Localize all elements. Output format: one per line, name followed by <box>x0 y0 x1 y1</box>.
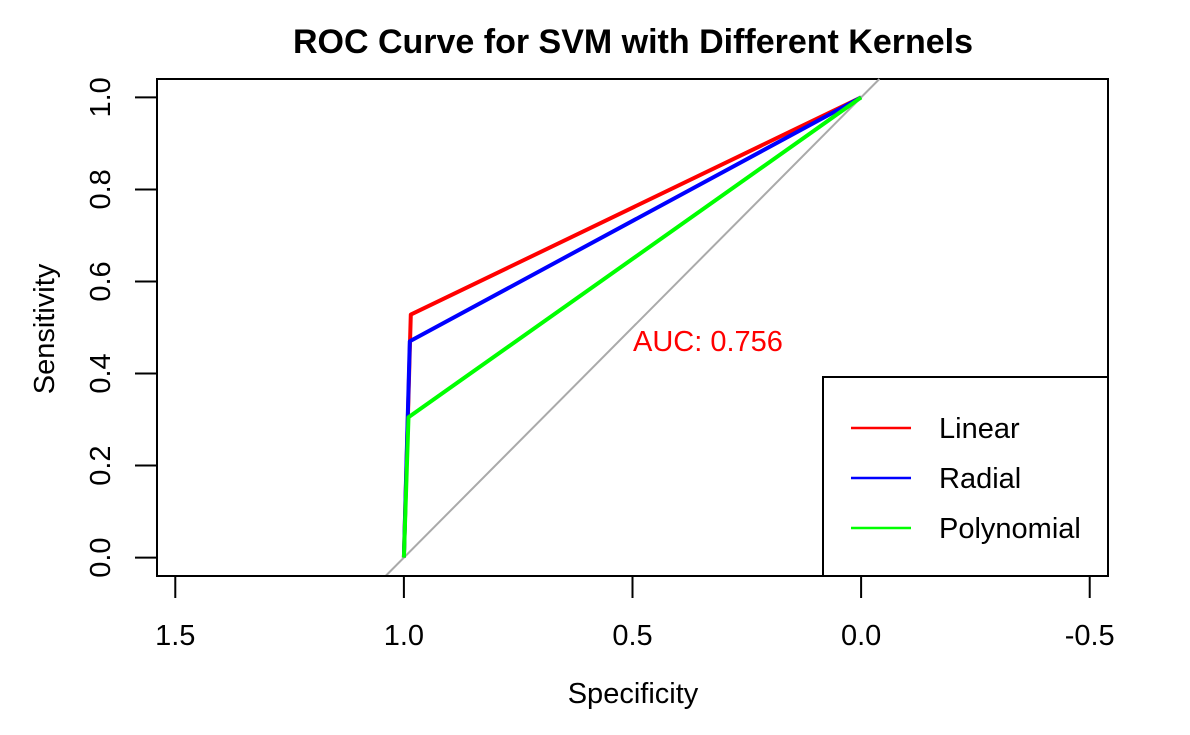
y-tick-label: 0.4 <box>85 353 117 393</box>
y-tick-label: 0.0 <box>85 537 117 577</box>
chart-title: ROC Curve for SVM with Different Kernels <box>293 23 973 61</box>
x-axis-label: Specificity <box>568 678 699 710</box>
x-tick-label: -0.5 <box>1065 620 1115 652</box>
legend-label-linear: Linear <box>939 413 1020 445</box>
reference-diagonal-line <box>384 78 881 577</box>
x-tick-label: 0.5 <box>612 620 652 652</box>
x-tick-label: 0.0 <box>841 620 881 652</box>
y-axis-label: Sensitivity <box>29 263 61 394</box>
y-tick-label: 0.2 <box>85 445 117 485</box>
series-line-polynomial <box>401 95 863 558</box>
x-tick-label: 1.5 <box>155 620 195 652</box>
y-tick-label: 0.8 <box>85 169 117 209</box>
legend-box <box>822 376 1109 577</box>
legend-label-polynomial: Polynomial <box>939 513 1081 545</box>
legend-label-radial: Radial <box>939 463 1021 495</box>
auc-annotation: AUC: 0.756 <box>633 326 783 358</box>
y-tick-label: 0.6 <box>85 261 117 301</box>
x-tick-label: 1.0 <box>384 620 424 652</box>
y-tick-label: 1.0 <box>85 77 117 117</box>
